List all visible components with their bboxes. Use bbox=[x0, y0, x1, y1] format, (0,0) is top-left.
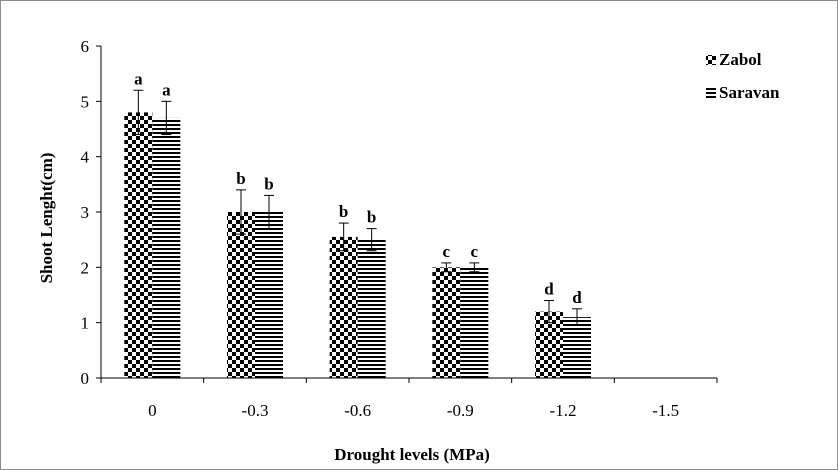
significance-label: d bbox=[572, 288, 582, 307]
y-tick-label: 4 bbox=[81, 148, 90, 167]
y-tick-label: 6 bbox=[81, 37, 90, 56]
significance-label: a bbox=[162, 80, 171, 99]
significance-label: b bbox=[264, 174, 273, 193]
bar-saravan bbox=[152, 117, 181, 378]
significance-label: c bbox=[443, 242, 451, 261]
x-tick-label: -1.5 bbox=[652, 401, 679, 420]
bar-saravan bbox=[357, 239, 386, 378]
legend-label-saravan: Saravan bbox=[719, 83, 780, 102]
x-tick-label: -0.9 bbox=[447, 401, 474, 420]
legend-label-zabol: Zabol bbox=[719, 50, 762, 69]
x-tick-label: -1.2 bbox=[550, 401, 577, 420]
significance-label: b bbox=[236, 169, 245, 188]
significance-label: b bbox=[367, 208, 376, 227]
bar-zabol bbox=[124, 112, 153, 379]
bar-saravan bbox=[460, 267, 489, 378]
bar-saravan bbox=[255, 212, 283, 378]
significance-label: b bbox=[339, 202, 348, 221]
y-tick-label: 5 bbox=[81, 92, 90, 111]
significance-label: a bbox=[134, 69, 143, 88]
bar-zabol bbox=[227, 212, 255, 378]
y-tick-label: 3 bbox=[81, 203, 90, 222]
legend-swatch-zabol bbox=[706, 55, 716, 65]
x-axis-title: Drought levels (MPa) bbox=[334, 445, 490, 464]
legend: Zabol Saravan bbox=[706, 50, 780, 102]
x-tick-label: -0.3 bbox=[242, 401, 269, 420]
bar-zabol bbox=[432, 267, 461, 378]
y-axis-title: Shoot Lenght(cm) bbox=[37, 153, 56, 284]
significance-label: d bbox=[544, 280, 554, 299]
bar-saravan bbox=[563, 317, 591, 378]
significance-label: c bbox=[471, 242, 479, 261]
x-tick-label: 0 bbox=[148, 401, 157, 420]
x-tick-label: -0.6 bbox=[344, 401, 371, 420]
y-tick-label: 1 bbox=[81, 314, 90, 333]
y-tick-label: 2 bbox=[81, 258, 90, 277]
legend-swatch-saravan bbox=[706, 88, 716, 98]
y-tick-label: 0 bbox=[81, 369, 90, 388]
bar-zabol bbox=[329, 236, 358, 378]
